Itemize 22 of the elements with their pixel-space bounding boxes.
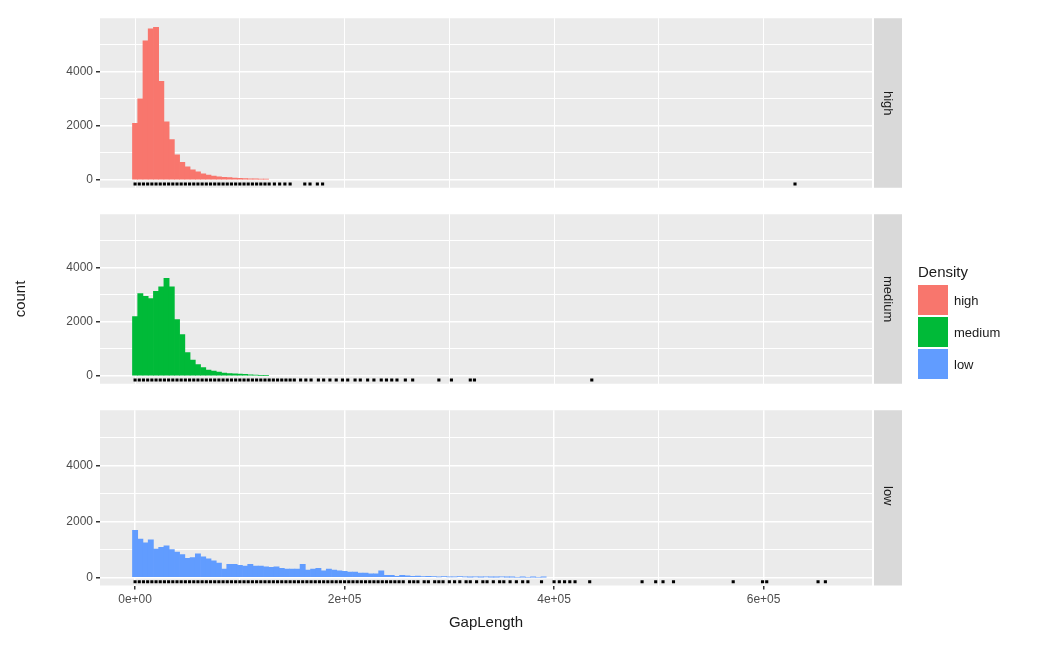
y-tick-label: 2000 — [66, 314, 94, 329]
legend-label: high — [954, 292, 979, 308]
y-tick-label: 2000 — [66, 118, 94, 133]
x-tick-label: 2e+05 — [327, 592, 362, 607]
y-tick-label: 0 — [86, 172, 94, 187]
y-tick-label: 0 — [86, 368, 94, 383]
text: low — [880, 485, 896, 506]
x-tick-label: 6e+05 — [746, 592, 781, 607]
x-tick-label: 4e+05 — [537, 592, 572, 607]
legend-label: low — [954, 356, 974, 372]
y-tick-label: 4000 — [66, 458, 94, 473]
x-tick-label: 0e+00 — [118, 592, 153, 607]
text: medium — [880, 276, 896, 323]
y-tick-label: 4000 — [66, 260, 94, 275]
y-axis-title: count — [11, 279, 29, 318]
y-tick-label: 4000 — [66, 64, 94, 79]
y-tick-label: 2000 — [66, 513, 94, 528]
text: high — [880, 91, 896, 116]
x-axis-title: GapLength — [448, 613, 524, 631]
y-tick-label: 0 — [86, 569, 94, 584]
legend-label: medium — [954, 324, 1001, 340]
legend-title: Density — [918, 263, 970, 280]
